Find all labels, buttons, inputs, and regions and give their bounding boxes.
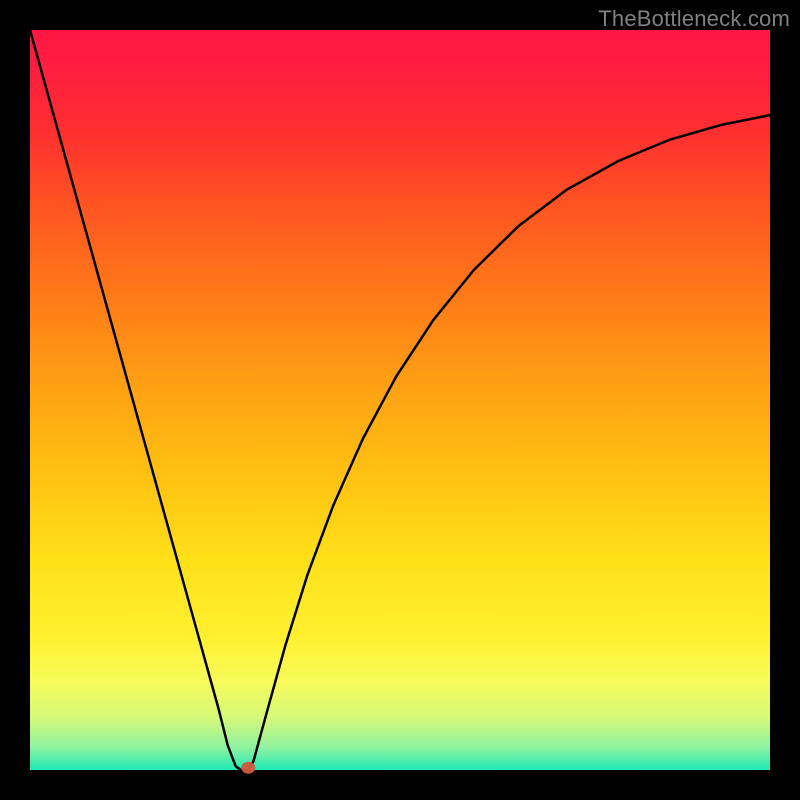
watermark-text: TheBottleneck.com bbox=[598, 6, 790, 32]
optimum-marker bbox=[241, 762, 255, 774]
plot-area bbox=[30, 30, 770, 770]
chart-container: TheBottleneck.com bbox=[0, 0, 800, 800]
bottleneck-chart bbox=[0, 0, 800, 800]
